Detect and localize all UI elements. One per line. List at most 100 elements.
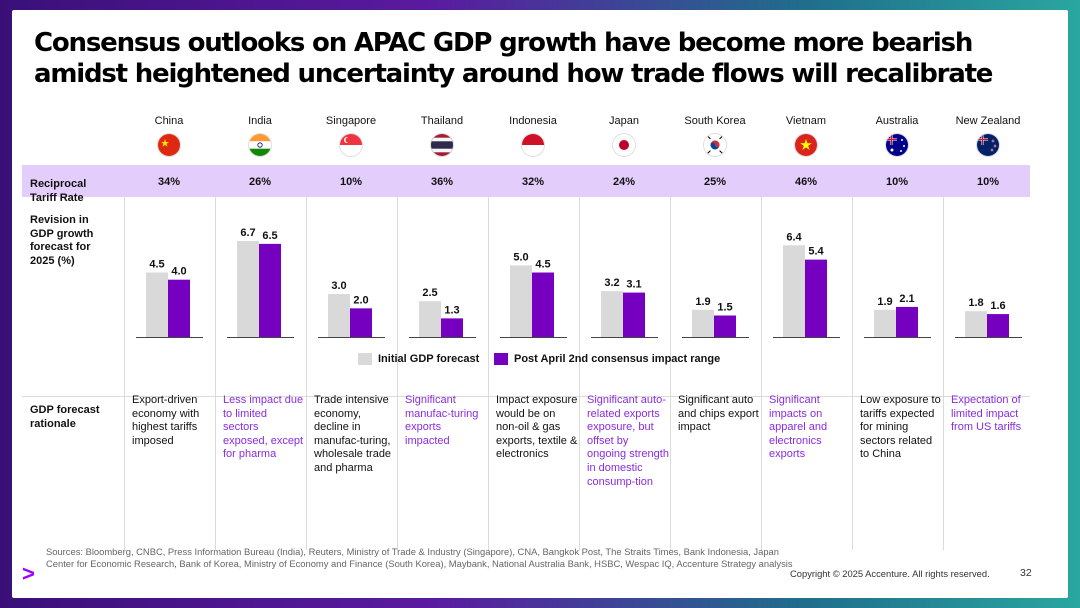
data-label-post-new-zealand: 1.6 <box>990 300 1005 312</box>
data-label-post-vietnam: 5.4 <box>808 246 824 258</box>
bar-post-vietnam <box>805 259 827 337</box>
column-divider <box>943 197 944 550</box>
data-label-post-indonesia: 4.5 <box>535 259 550 271</box>
bar-initial-india <box>237 241 259 337</box>
column-divider <box>488 197 489 550</box>
rationale-new-zealand: Expectation of limited impact from US ta… <box>951 394 1022 434</box>
bar-initial-japan <box>601 291 623 337</box>
bar-post-singapore <box>350 308 372 337</box>
column-divider <box>215 197 216 550</box>
bar-initial-australia <box>874 309 896 337</box>
bar-post-indonesia <box>532 272 554 337</box>
data-label-initial-vietnam: 6.4 <box>786 231 802 243</box>
country-name-australia: Australia <box>875 115 919 127</box>
rationale-australia: Low exposure to tariffs expected for min… <box>860 394 941 461</box>
tariff-rate-thailand: 36% <box>430 176 454 188</box>
tariff-rate-australia: 10% <box>885 176 909 188</box>
country-name-indonesia: Indonesia <box>509 115 557 127</box>
data-label-post-singapore: 2.0 <box>353 294 368 306</box>
legend-post-label: Post April 2nd consensus impact range <box>514 353 721 365</box>
data-label-initial-south-korea: 1.9 <box>695 296 710 308</box>
bar-post-india <box>259 243 281 337</box>
tariff-rate-china: 34% <box>157 176 181 188</box>
bar-post-new-zealand <box>987 314 1009 337</box>
data-label-post-australia: 2.1 <box>899 293 914 305</box>
data-label-initial-singapore: 3.0 <box>331 280 346 292</box>
tariff-rate-india: 26% <box>248 176 272 188</box>
australia-flag-icon <box>886 134 908 156</box>
country-name-japan: Japan <box>609 115 639 127</box>
bar-post-australia <box>896 306 918 337</box>
bar-initial-singapore <box>328 294 350 337</box>
bar-post-japan <box>623 292 645 337</box>
rationale-vietnam: Significant impacts on apparel and elect… <box>769 394 828 461</box>
copyright: Copyright © 2025 Accenture. All rights r… <box>790 568 990 579</box>
column-divider <box>397 197 398 550</box>
data-label-initial-new-zealand: 1.8 <box>968 297 983 309</box>
column-divider <box>670 197 671 550</box>
tariff-row-label: Reciprocal Tariff Rate <box>30 178 87 204</box>
legend-post-swatch <box>494 353 508 365</box>
japan-flag-icon <box>613 134 635 156</box>
tariff-rate-vietnam: 46% <box>794 176 818 188</box>
tariff-band <box>22 165 1030 197</box>
bar-post-china <box>168 279 190 337</box>
column-divider <box>124 197 125 550</box>
country-name-india: India <box>248 115 272 127</box>
legend-post: Post April 2nd consensus impact range <box>494 353 720 365</box>
page-title: Consensus outlooks on APAC GDP growth ha… <box>34 28 993 89</box>
thailand-flag-icon <box>431 134 453 156</box>
bar-initial-thailand <box>419 301 441 337</box>
rationale-china: Export-driven economy with highest tarif… <box>132 394 200 447</box>
legend-initial: Initial GDP forecast <box>358 353 479 365</box>
singapore-flag-icon <box>340 134 362 156</box>
bar-post-thailand <box>441 318 463 337</box>
bar-initial-china <box>146 272 168 337</box>
vietnam-flag-icon <box>795 134 817 156</box>
legend-initial-label: Initial GDP forecast <box>378 353 480 365</box>
rationale-singapore: Trade intensive economy, decline in manu… <box>314 394 392 474</box>
rationale-japan: Significant auto-related exports exposur… <box>587 394 669 488</box>
new-zealand-flag-icon <box>977 134 999 156</box>
china-flag-icon <box>158 134 180 156</box>
legend-initial-swatch <box>358 353 372 365</box>
column-divider <box>761 197 762 550</box>
column-divider <box>852 197 853 550</box>
tariff-rate-singapore: 10% <box>339 176 363 188</box>
country-name-new-zealand: New Zealand <box>955 115 1021 127</box>
data-label-initial-india: 6.7 <box>240 227 255 239</box>
data-label-post-india: 6.5 <box>262 230 277 242</box>
rationale-indonesia: Impact exposure would be on non-oil & ga… <box>496 394 578 461</box>
data-label-initial-thailand: 2.5 <box>422 287 437 299</box>
revision-row-label: Revision in GDP growth forecast for 2025… <box>30 214 94 267</box>
data-label-post-japan: 3.1 <box>626 279 641 291</box>
south-korea-flag-icon <box>704 134 726 156</box>
country-name-china: China <box>154 115 184 127</box>
rationale-thailand: Significant manufac-turing exports impac… <box>405 394 479 447</box>
indonesia-flag-icon <box>522 134 544 156</box>
bar-initial-south-korea <box>692 309 714 337</box>
rationale-south-korea: Significant auto and chips export impact <box>678 394 759 434</box>
data-label-post-thailand: 1.3 <box>444 304 459 316</box>
bar-initial-indonesia <box>510 265 532 337</box>
data-label-initial-indonesia: 5.0 <box>513 251 528 263</box>
sources-footnote: Sources: Bloomberg, CNBC, Press Informat… <box>46 546 793 569</box>
tariff-rate-south-korea: 25% <box>703 176 727 188</box>
data-label-initial-australia: 1.9 <box>877 296 892 308</box>
bar-initial-vietnam <box>783 245 805 337</box>
tariff-rate-indonesia: 32% <box>521 176 545 188</box>
data-label-initial-china: 4.5 <box>149 259 164 271</box>
tariff-rate-new-zealand: 10% <box>976 176 1000 188</box>
column-divider <box>579 197 580 550</box>
bar-post-south-korea <box>714 315 736 337</box>
country-name-singapore: Singapore <box>325 115 377 127</box>
accenture-logo: > <box>22 561 35 586</box>
column-divider <box>306 197 307 550</box>
tariff-rate-japan: 24% <box>612 176 636 188</box>
data-label-post-south-korea: 1.5 <box>717 302 732 314</box>
divider <box>22 396 1030 397</box>
india-flag-icon <box>249 134 271 156</box>
bar-initial-new-zealand <box>965 311 987 337</box>
page-number: 32 <box>1020 567 1032 579</box>
